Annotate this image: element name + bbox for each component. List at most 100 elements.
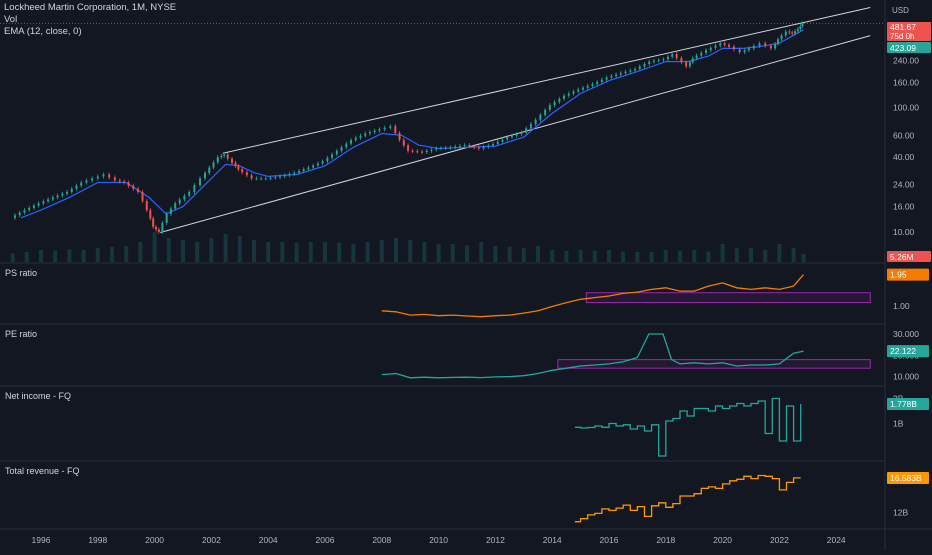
volume-bar — [720, 244, 725, 262]
last-value-label-total_revenue: 16.583B — [890, 473, 922, 483]
main-y-tick-label: 40.00 — [893, 152, 915, 162]
candle-body — [572, 91, 575, 94]
candle-body — [108, 174, 111, 178]
ema-price-badge — [887, 42, 931, 53]
candle-body — [96, 176, 99, 179]
x-tick-label: 2000 — [145, 535, 164, 545]
volume-bar — [777, 244, 782, 262]
volume-bar — [181, 240, 185, 262]
y-tick-label-pe_ratio: 30.000 — [893, 329, 919, 339]
candle-body — [118, 180, 121, 182]
candle-body — [685, 62, 688, 67]
volume-bar — [323, 242, 327, 262]
candle-body — [350, 139, 353, 144]
candle-body — [331, 154, 334, 158]
series-line-ps_ratio — [381, 274, 804, 318]
candle-body — [208, 167, 211, 173]
volume-bar — [450, 244, 455, 262]
candle-body — [657, 60, 660, 62]
volume-label[interactable]: Vol — [4, 14, 18, 25]
volume-bar — [436, 244, 441, 262]
candle-body — [302, 169, 305, 171]
candle-body — [774, 43, 777, 49]
channel-upper-line — [222, 7, 871, 154]
last-value-label-net_income: 1.778B — [890, 399, 917, 409]
candle-body — [563, 95, 566, 99]
candle-body — [752, 45, 755, 49]
candle-body — [398, 133, 401, 140]
candle-body — [56, 195, 59, 198]
pane-label-net_income: Net income - FQ — [5, 391, 71, 401]
candle-body — [709, 47, 712, 51]
candle-body — [567, 93, 570, 96]
symbol-title[interactable]: Lockheed Martin Corporation, 1M, NYSE — [4, 2, 177, 13]
volume-bar — [237, 236, 242, 262]
candle-body — [321, 161, 324, 164]
ema-line — [20, 29, 804, 219]
candle-body — [288, 173, 291, 176]
x-tick-label: 2010 — [429, 535, 448, 545]
volume-bar — [692, 250, 697, 262]
candle-body — [75, 185, 78, 189]
candle-body — [250, 175, 253, 179]
candle-body — [359, 135, 362, 138]
candle-body — [234, 162, 237, 167]
y-tick-label-pe_ratio: 10.000 — [893, 372, 919, 382]
volume-bar — [621, 251, 626, 262]
candle-body — [378, 129, 381, 131]
candle-body — [199, 178, 202, 186]
candle-body — [411, 150, 414, 152]
volume-bar — [53, 250, 58, 262]
candle-body — [37, 203, 40, 206]
candle-body — [66, 191, 69, 194]
volume-bar — [578, 250, 583, 262]
volume-bar — [536, 246, 540, 262]
volume-bar — [124, 246, 129, 262]
candle-body — [204, 172, 207, 179]
volume-bar — [24, 252, 29, 262]
x-tick-label: 2016 — [600, 535, 619, 545]
candle-body — [496, 141, 499, 145]
candle-body — [188, 191, 191, 196]
candle-body — [335, 150, 338, 155]
candle-body — [662, 59, 665, 61]
candle-body — [468, 145, 471, 147]
last-value-badge-ps_ratio — [887, 268, 929, 281]
volume-bar — [607, 250, 611, 262]
main-y-tick-label: 160.00 — [893, 77, 919, 87]
candle-body — [42, 201, 45, 204]
pane-label-total_revenue: Total revenue - FQ — [5, 466, 80, 476]
series-line-total_revenue — [574, 474, 801, 523]
candle-body — [700, 52, 703, 56]
candle-body — [383, 127, 386, 130]
candle-body — [307, 167, 310, 170]
volume-bar — [67, 249, 72, 262]
series-line-pe_ratio — [381, 333, 804, 379]
volume-bar — [649, 252, 654, 262]
candle-body — [515, 134, 518, 136]
volume-bar — [308, 242, 313, 262]
candle-body — [652, 60, 655, 62]
candle-body — [463, 145, 466, 147]
candle-body — [780, 35, 783, 40]
ema-label[interactable]: EMA (12, close, 0) — [4, 26, 82, 37]
candle-body — [435, 148, 438, 150]
volume-bar — [493, 246, 498, 262]
candle-body — [127, 182, 130, 186]
candle-body — [345, 143, 348, 148]
candle-body — [727, 44, 730, 47]
volume-bar — [266, 242, 271, 262]
candle-body — [91, 178, 94, 181]
main-y-tick-label: 24.00 — [893, 180, 915, 190]
volume-bar — [422, 242, 427, 262]
candle-body — [389, 126, 392, 128]
candle-body — [629, 70, 632, 72]
volume-bar — [10, 253, 15, 262]
candle-body — [525, 128, 528, 133]
candle-body — [548, 105, 551, 110]
volume-bar — [351, 244, 356, 262]
main-y-tick-label: 240.00 — [893, 55, 919, 65]
last-price-label: 481.67 — [890, 22, 916, 32]
